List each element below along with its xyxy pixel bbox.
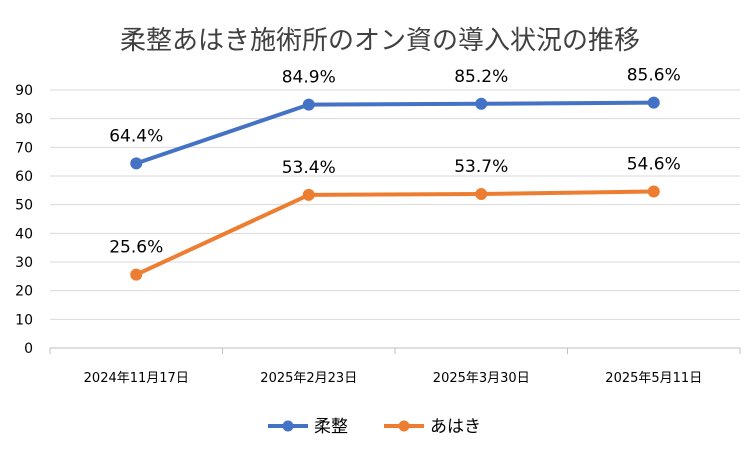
data-label: 53.7% [454, 157, 508, 177]
y-tick-label: 60 [15, 169, 33, 185]
series-1: 64.4% 84.9% 85.2% 85.6% [109, 66, 681, 170]
data-label: 53.4% [282, 158, 336, 178]
data-point [302, 98, 315, 111]
y-tick-label: 0 [24, 341, 33, 357]
chart-title: 柔整あはき施術所のオン資の導入状況の推移 [120, 26, 640, 56]
data-point [475, 188, 488, 201]
data-label: 85.2% [454, 67, 508, 87]
data-point [130, 157, 143, 170]
y-tick-label: 10 [15, 312, 33, 328]
data-point [130, 268, 143, 281]
legend: 柔整 あはき [268, 417, 481, 437]
gridlines [50, 89, 740, 320]
data-label: 85.6% [627, 66, 681, 86]
x-tick-label: 2025年3月30日 [433, 371, 530, 386]
series-line [134, 189, 656, 277]
y-tick-label: 90 [15, 83, 33, 99]
data-label: 25.6% [109, 238, 163, 258]
data-label: 54.6% [627, 154, 681, 174]
y-tick-label: 20 [15, 284, 33, 300]
x-tick-label: 2025年5月11日 [605, 371, 702, 386]
legend-item-2: あはき [384, 417, 481, 437]
y-tick-label: 80 [15, 112, 33, 128]
y-tick-label: 70 [15, 140, 33, 156]
y-tick-label: 50 [15, 198, 33, 214]
data-point [475, 97, 488, 110]
legend-item-1: 柔整 [268, 417, 348, 437]
data-label: 84.9% [282, 68, 336, 88]
y-tick-label: 30 [15, 255, 33, 271]
series-line [134, 100, 656, 166]
legend-label: 柔整 [314, 417, 348, 437]
legend-marker [398, 420, 410, 432]
x-tick-label: 2024年11月17日 [84, 371, 189, 386]
data-point [302, 188, 315, 201]
y-axis-ticks: 0 10 20 30 40 50 60 70 80 90 [15, 83, 33, 357]
data-point [647, 96, 660, 109]
data-label: 64.4% [109, 126, 163, 146]
legend-label: あはき [430, 417, 481, 437]
x-tick-label: 2025年2月23日 [260, 371, 357, 386]
data-point [647, 185, 660, 198]
series-2: 25.6% 53.4% 53.7% 54.6% [109, 154, 681, 281]
legend-marker [282, 420, 294, 432]
series-group: 64.4% 84.9% 85.2% 85.6% 25.6% 53.4% 53.7% 54.6% [109, 66, 681, 281]
y-tick-label: 40 [15, 226, 33, 242]
x-axis: 2024年11月17日 2025年2月23日 2025年3月30日 2025年5月11… [49, 347, 741, 386]
